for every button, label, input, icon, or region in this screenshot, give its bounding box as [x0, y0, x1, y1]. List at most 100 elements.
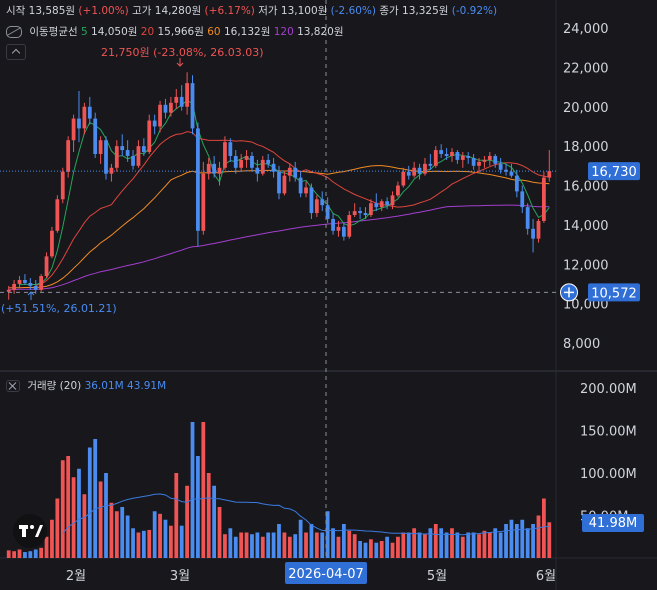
- candle-body[interactable]: [455, 152, 460, 160]
- candle-body[interactable]: [363, 213, 368, 216]
- candle-body[interactable]: [536, 220, 541, 239]
- candle-body[interactable]: [141, 146, 146, 153]
- candle-body[interactable]: [260, 159, 265, 174]
- candle-body[interactable]: [33, 285, 38, 290]
- candle-body[interactable]: [163, 104, 168, 113]
- candle-body[interactable]: [406, 171, 411, 176]
- candle-body[interactable]: [28, 282, 33, 286]
- candle-body[interactable]: [541, 177, 546, 221]
- close-icon[interactable]: [6, 380, 20, 392]
- candle-body[interactable]: [423, 163, 427, 174]
- candle-body[interactable]: [369, 203, 373, 216]
- candle-body[interactable]: [358, 211, 362, 214]
- candle-body[interactable]: [271, 163, 276, 172]
- candle-body[interactable]: [298, 177, 303, 194]
- candle-body[interactable]: [379, 201, 384, 208]
- candle-body[interactable]: [320, 199, 325, 206]
- candle-body[interactable]: [120, 146, 125, 151]
- candle-body[interactable]: [125, 150, 130, 156]
- candle-body[interactable]: [104, 140, 108, 174]
- tradingview-logo-icon[interactable]: [13, 514, 47, 548]
- candle-body[interactable]: [352, 211, 357, 216]
- candle-body[interactable]: [514, 175, 519, 192]
- candle-body[interactable]: [190, 83, 195, 129]
- candle-body[interactable]: [487, 155, 492, 160]
- candle-body[interactable]: [12, 283, 17, 290]
- candle-body[interactable]: [228, 142, 233, 156]
- candle-body[interactable]: [174, 96, 179, 103]
- candle-body[interactable]: [412, 167, 417, 176]
- candle-body[interactable]: [136, 146, 141, 166]
- candle-body[interactable]: [223, 142, 227, 168]
- candle-body[interactable]: [460, 155, 465, 160]
- candle-body[interactable]: [433, 150, 438, 166]
- candle-body[interactable]: [71, 118, 76, 141]
- candle-body[interactable]: [547, 171, 552, 178]
- candle-body[interactable]: [314, 199, 319, 214]
- candle-body[interactable]: [39, 276, 44, 290]
- time-axis[interactable]: 2월 3월 5월 6월: [66, 569, 556, 584]
- candle-body[interactable]: [325, 205, 330, 219]
- candle-body[interactable]: [471, 157, 476, 166]
- candle-body[interactable]: [77, 118, 81, 129]
- candle-body[interactable]: [498, 163, 503, 170]
- candle-body[interactable]: [390, 195, 395, 206]
- candle-body[interactable]: [179, 96, 184, 107]
- candle-body[interactable]: [444, 154, 449, 156]
- candle-body[interactable]: [336, 226, 341, 231]
- candle-body[interactable]: [509, 171, 514, 176]
- volume-header[interactable]: 거래량 (20) 36.01M 43.91M: [6, 378, 166, 393]
- candle-body[interactable]: [185, 83, 189, 107]
- candle-body[interactable]: [66, 140, 71, 172]
- candle-body[interactable]: [98, 140, 103, 154]
- eye-slash-icon[interactable]: [6, 26, 22, 38]
- ma-header[interactable]: 이동평균선 5 14,050원 20 15,966원 60 16,132원 12…: [6, 24, 344, 39]
- collapse-button[interactable]: [6, 44, 26, 60]
- candle-body[interactable]: [196, 128, 200, 231]
- candle-body[interactable]: [477, 161, 481, 166]
- candle-body[interactable]: [233, 155, 238, 168]
- candle-body[interactable]: [147, 120, 152, 153]
- candle-body[interactable]: [385, 201, 390, 206]
- candle-body[interactable]: [114, 146, 119, 168]
- candle-body[interactable]: [482, 159, 487, 162]
- candle-body[interactable]: [287, 167, 292, 176]
- candle-body[interactable]: [293, 167, 298, 178]
- candle-body[interactable]: [239, 159, 244, 168]
- candle-body[interactable]: [428, 163, 433, 166]
- candle-body[interactable]: [309, 187, 314, 214]
- candle-body[interactable]: [396, 185, 400, 196]
- candle-body[interactable]: [439, 150, 444, 154]
- candle-body[interactable]: [244, 155, 249, 160]
- candle-body[interactable]: [520, 191, 525, 208]
- candle-body[interactable]: [466, 155, 471, 158]
- candle-body[interactable]: [525, 207, 530, 229]
- candle-body[interactable]: [152, 120, 157, 127]
- candle-body[interactable]: [255, 167, 260, 174]
- candle-body[interactable]: [250, 155, 254, 168]
- candle-body[interactable]: [44, 256, 49, 277]
- candle-body[interactable]: [131, 155, 135, 166]
- candle-body[interactable]: [87, 106, 92, 119]
- candle-body[interactable]: [374, 203, 379, 208]
- candle-body[interactable]: [50, 230, 54, 257]
- candle-body[interactable]: [266, 159, 271, 164]
- candle-body[interactable]: [206, 163, 211, 174]
- candle-body[interactable]: [504, 169, 508, 172]
- candle-body[interactable]: [60, 171, 65, 200]
- candle-body[interactable]: [23, 280, 27, 283]
- candle-body[interactable]: [277, 171, 281, 194]
- candle-body[interactable]: [401, 171, 406, 186]
- candle-body[interactable]: [6, 289, 11, 292]
- candle-body[interactable]: [55, 199, 60, 231]
- candle-body[interactable]: [493, 155, 498, 164]
- candle-body[interactable]: [282, 175, 287, 194]
- candle-body[interactable]: [347, 215, 352, 237]
- candle-body[interactable]: [158, 104, 162, 127]
- candle-body[interactable]: [417, 167, 422, 174]
- candle-body[interactable]: [331, 218, 335, 231]
- candle-body[interactable]: [450, 152, 454, 156]
- candle-body[interactable]: [17, 280, 22, 284]
- candle-body[interactable]: [93, 118, 98, 154]
